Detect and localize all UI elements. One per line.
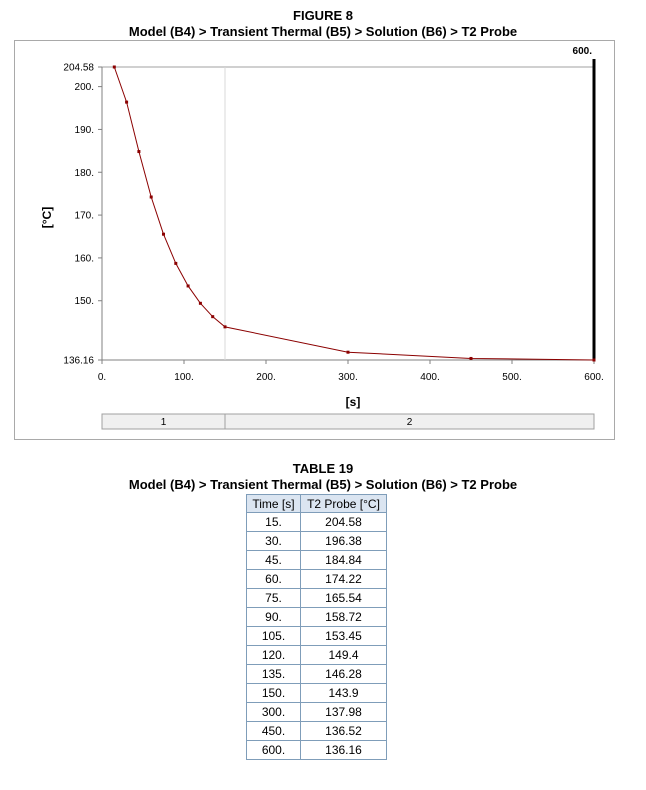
probe-data-table: Time [s] T2 Probe [°C] 15. 204.58 30. 196.…: [246, 494, 387, 760]
table-row: 45. 184.84: [246, 550, 387, 570]
data-point: [174, 261, 178, 265]
x-tick-label: 100.: [174, 372, 193, 383]
time-cell: 600.: [246, 740, 301, 760]
table-row: 150. 143.9: [246, 683, 387, 703]
data-point: [346, 350, 350, 354]
temperature-cell: 149.4: [300, 645, 387, 665]
table-title: Model (B4) > Transient Thermal (B5) > So…: [128, 477, 518, 492]
figure-caption: FIGURE 8 Model (B4) > Transient Thermal …: [0, 8, 646, 40]
y-tick-label: 170.: [75, 211, 94, 222]
temperature-cell: 143.9: [300, 683, 387, 703]
data-point: [211, 315, 215, 319]
figure-number: FIGURE 8: [293, 8, 353, 23]
temperature-cell: 184.84: [300, 550, 387, 570]
data-point: [186, 284, 190, 288]
chart-frame: 136.16 150. 160. 170. 180. 190. 200. 204.58 0. 10…: [14, 40, 615, 440]
temperature-cell: 136.16: [300, 740, 387, 760]
table-row: 90. 158.72: [246, 607, 387, 627]
temperature-cell: 204.58: [300, 512, 387, 532]
time-cell: 120.: [246, 645, 301, 665]
time-cell: 30.: [246, 531, 301, 551]
time-cell: 300.: [246, 702, 301, 722]
table-row: 15. 204.58: [246, 512, 387, 532]
y-tick-label: 204.58: [63, 63, 94, 74]
column-header-probe: T2 Probe [°C]: [300, 494, 387, 513]
table-row: 105. 153.45: [246, 626, 387, 646]
temperature-cell: 153.45: [300, 626, 387, 646]
time-cell: 45.: [246, 550, 301, 570]
x-tick-label: 0.: [98, 372, 106, 383]
temperature-cell: 165.54: [300, 588, 387, 608]
current-time-label: 600.: [573, 46, 593, 57]
x-tick-label: 400.: [420, 372, 439, 383]
time-cell: 75.: [246, 588, 301, 608]
time-cell: 105.: [246, 626, 301, 646]
figure-title: Model (B4) > Transient Thermal (B5) > So…: [128, 24, 518, 39]
temperature-cell: 137.98: [300, 702, 387, 722]
temperature-cell: 158.72: [300, 607, 387, 627]
data-point: [469, 356, 473, 360]
temperature-cell: 136.52: [300, 721, 387, 741]
data-point: [592, 358, 596, 362]
x-tick-label: 500.: [502, 372, 521, 383]
temperature-cell: 196.38: [300, 531, 387, 551]
x-tick-label: 200.: [256, 372, 275, 383]
data-point: [112, 65, 116, 69]
table-row: 300. 137.98: [246, 702, 387, 722]
y-tick-label: 180.: [75, 168, 94, 179]
data-point: [198, 301, 202, 305]
column-header-time: Time [s]: [246, 494, 301, 513]
step-label: 1: [161, 417, 167, 428]
y-tick-label: 200.: [75, 82, 94, 93]
y-tick-label: 160.: [75, 253, 94, 264]
time-cell: 135.: [246, 664, 301, 684]
table-caption: TABLE 19 Model (B4) > Transient Thermal …: [0, 461, 646, 493]
step-segment: [224, 413, 595, 430]
data-point: [125, 100, 129, 104]
temperature-chart: 136.16 150. 160. 170. 180. 190. 200. 204.58 0. 10…: [40, 46, 604, 430]
step-label: 2: [407, 417, 413, 428]
time-cell: 60.: [246, 569, 301, 589]
table-header-row: Time [s] T2 Probe [°C]: [246, 494, 387, 513]
data-point: [223, 325, 227, 329]
x-tick-label: 300.: [338, 372, 357, 383]
table-row: 120. 149.4: [246, 645, 387, 665]
table-number: TABLE 19: [292, 461, 354, 476]
data-point: [137, 150, 141, 154]
y-axis-title: [°C]: [40, 207, 54, 228]
table-row: 30. 196.38: [246, 531, 387, 551]
table-row: 600. 136.16: [246, 740, 387, 760]
table-row: 135. 146.28: [246, 664, 387, 684]
data-point: [162, 232, 165, 236]
series-line: [113, 66, 595, 361]
y-tick-label: 150.: [75, 296, 94, 307]
table-row: 450. 136.52: [246, 721, 387, 741]
table-row: 60. 174.22: [246, 569, 387, 589]
temperature-cell: 146.28: [300, 664, 387, 684]
x-tick-label: 600.: [584, 372, 603, 383]
data-point: [149, 195, 153, 199]
time-cell: 15.: [246, 512, 301, 532]
y-tick-label: 136.16: [63, 356, 94, 367]
y-tick-label: 190.: [75, 125, 94, 136]
time-cell: 150.: [246, 683, 301, 703]
time-cell: 450.: [246, 721, 301, 741]
table-row: 75. 165.54: [246, 588, 387, 608]
temperature-cell: 174.22: [300, 569, 387, 589]
x-axis-title: [s]: [346, 395, 361, 409]
time-cell: 90.: [246, 607, 301, 627]
